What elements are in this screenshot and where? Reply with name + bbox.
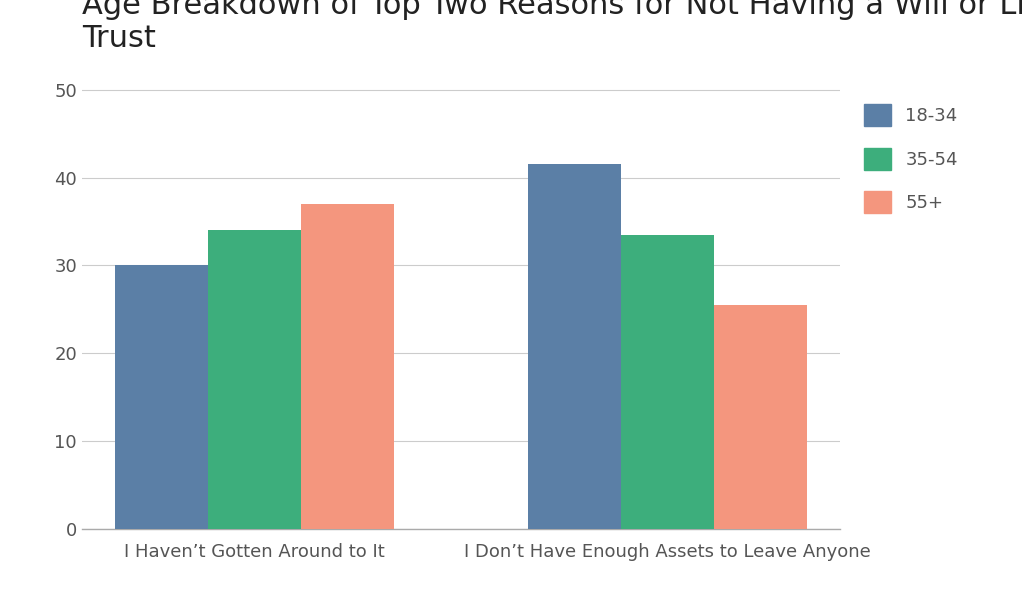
Bar: [528, 164, 621, 529]
Legend: 18-34, 35-54, 55+: 18-34, 35-54, 55+: [864, 104, 957, 213]
Text: Age Breakdown of Top Two Reasons for Not Having a Will or Living
Trust: Age Breakdown of Top Two Reasons for Not…: [82, 0, 1024, 53]
Bar: [301, 204, 393, 529]
Bar: [714, 305, 807, 529]
Bar: [208, 230, 301, 529]
Bar: [621, 234, 714, 529]
Bar: [115, 266, 208, 529]
